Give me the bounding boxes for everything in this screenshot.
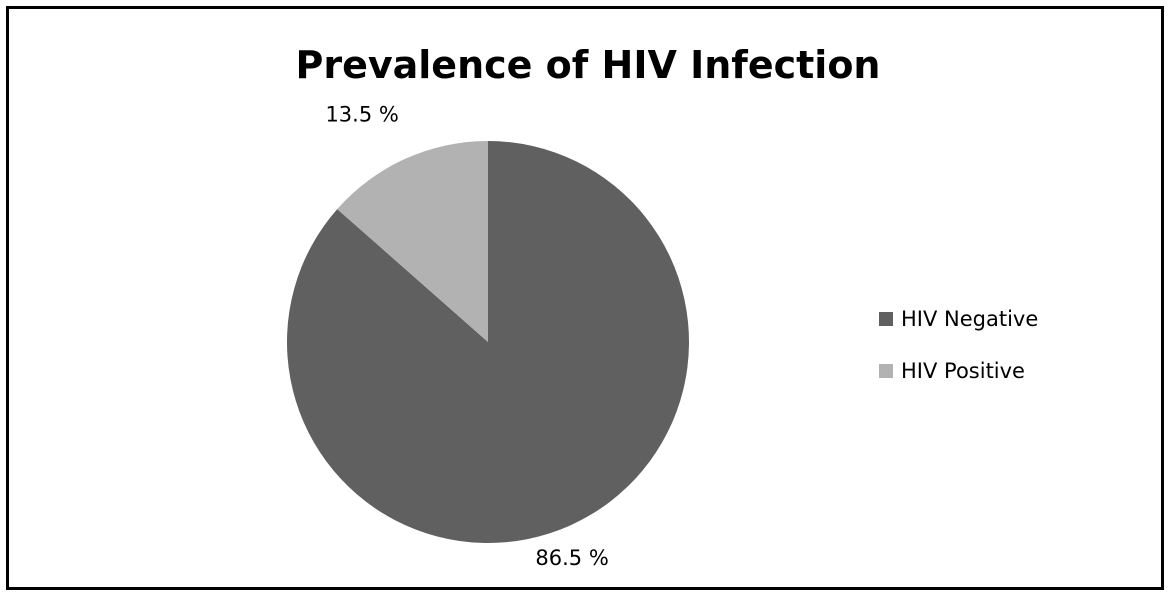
data-label-hiv-negative: 86.5 % xyxy=(535,546,608,570)
chart-title: Prevalence of HIV Infection xyxy=(295,43,881,87)
pie-chart: 86.5 % 13.5 % xyxy=(287,102,689,570)
legend-swatch-hiv-negative xyxy=(879,312,893,326)
legend-label-hiv-positive: HIV Positive xyxy=(901,359,1025,383)
pie-data-labels: 86.5 % 13.5 % xyxy=(325,102,608,570)
legend: HIV Negative HIV Positive xyxy=(879,305,1038,409)
data-label-hiv-positive: 13.5 % xyxy=(325,102,398,126)
legend-swatch-hiv-positive xyxy=(879,364,893,378)
pie-slice-hiv-positive xyxy=(337,141,488,342)
legend-item-hiv-positive: HIV Positive xyxy=(879,357,1038,385)
legend-item-hiv-negative: HIV Negative xyxy=(879,305,1038,333)
chart-frame: Prevalence of HIV Infection 86.5 % 13.5 %… xyxy=(6,6,1164,590)
legend-label-hiv-negative: HIV Negative xyxy=(901,307,1039,331)
pie-slices xyxy=(287,141,689,543)
